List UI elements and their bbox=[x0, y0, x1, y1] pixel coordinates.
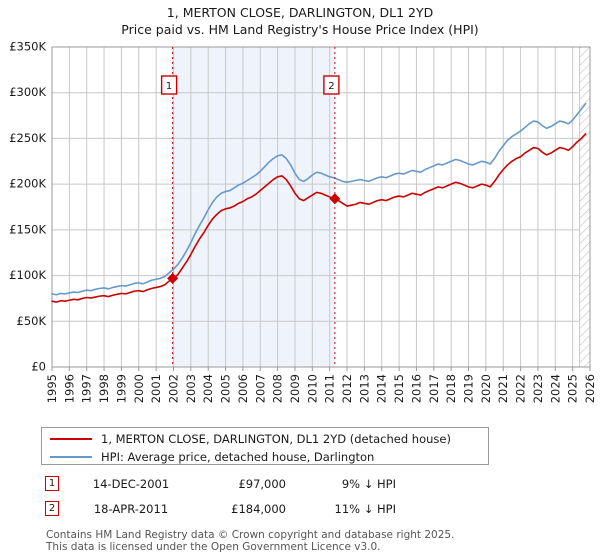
annotation-badge-label: 1 bbox=[166, 81, 172, 92]
txn-badge-2: 2 bbox=[45, 501, 59, 516]
x-axis-tick-label: 2001 bbox=[149, 374, 163, 403]
x-axis-tick-label: 2000 bbox=[132, 374, 146, 403]
annotation-badge-label: 2 bbox=[328, 81, 334, 92]
y-axis-tick-label: £100K bbox=[9, 268, 46, 282]
x-axis-tick-label: 2009 bbox=[288, 374, 302, 403]
x-axis-tick-label: 2003 bbox=[184, 374, 198, 403]
y-axis-tick-label: £0 bbox=[31, 360, 46, 374]
x-axis-tick-label: 2004 bbox=[201, 374, 215, 403]
x-axis-tick-label: 1998 bbox=[97, 374, 111, 403]
page-subtitle: Price paid vs. HM Land Registry's House … bbox=[121, 22, 479, 37]
legend-swatch-price-paid bbox=[50, 438, 92, 440]
page-title: 1, MERTON CLOSE, DARLINGTON, DL1 2YD bbox=[166, 5, 434, 20]
series-line bbox=[51, 133, 587, 303]
x-axis-tick-label: 2021 bbox=[496, 374, 510, 403]
x-axis-tick-label: 2015 bbox=[392, 374, 406, 403]
x-axis-tick-label: 2010 bbox=[305, 374, 319, 403]
legend-label-price-paid: 1, MERTON CLOSE, DARLINGTON, DL1 2YD (de… bbox=[101, 432, 451, 446]
txn-date-1: 14-DEC-2001 bbox=[92, 476, 170, 491]
x-axis-tick-label: 2026 bbox=[583, 374, 597, 403]
x-axis-tick-label: 2008 bbox=[271, 374, 285, 403]
legend-item-hpi: HPI: Average price, detached house, Darl… bbox=[50, 448, 488, 466]
footer-copyright-line: Contains HM Land Registry data © Crown c… bbox=[46, 529, 455, 541]
x-axis-tick-label: 2017 bbox=[427, 374, 441, 403]
sale-point-marker bbox=[329, 193, 341, 205]
x-axis-tick-label: 2022 bbox=[514, 374, 528, 403]
ownership-band bbox=[172, 47, 335, 367]
y-axis-tick-label: £350K bbox=[9, 40, 46, 54]
txn-price-1: £97,000 bbox=[238, 476, 286, 491]
x-axis-tick-label: 2024 bbox=[548, 374, 562, 403]
txn-hpi-delta-2: 11% ↓ HPI bbox=[334, 501, 396, 516]
txn-hpi-delta-1: 9% ↓ HPI bbox=[341, 476, 396, 491]
x-axis-tick-label: 2014 bbox=[375, 374, 389, 403]
y-axis-tick-label: £250K bbox=[9, 131, 46, 145]
x-axis-tick-label: 1996 bbox=[62, 374, 76, 403]
x-axis-tick-label: 2002 bbox=[166, 374, 180, 403]
x-axis-tick-label: 2018 bbox=[444, 374, 458, 403]
chart-legend: 1, MERTON CLOSE, DARLINGTON, DL1 2YD (de… bbox=[41, 427, 489, 465]
x-axis-tick-label: 2011 bbox=[323, 374, 337, 403]
txn-date-2: 18-APR-2011 bbox=[93, 501, 169, 516]
price-chart: £0 £50K £100K £150K £200K £250K £300K £350K 1995… bbox=[9, 40, 597, 404]
table-row[interactable]: 2 18-APR-2011 £184,000 11% ↓ HPI bbox=[41, 496, 501, 521]
x-axis-tick-label: 2005 bbox=[219, 374, 233, 403]
licence-footer: Contains HM Land Registry data © Crown c… bbox=[46, 529, 586, 553]
transactions-table: 1 14-DEC-2001 £97,000 9% ↓ HPI 2 18-APR-… bbox=[41, 471, 501, 521]
x-axis-tick-label: 2012 bbox=[340, 374, 354, 403]
chart-title-block: 1, MERTON CLOSE, DARLINGTON, DL1 2YD Pri… bbox=[0, 4, 600, 38]
x-axis-tick-label: 2013 bbox=[357, 374, 371, 403]
y-axis-tick-label: £50K bbox=[17, 314, 47, 328]
txn-price-2: £184,000 bbox=[231, 501, 286, 516]
legend-label-hpi: HPI: Average price, detached house, Darl… bbox=[101, 450, 375, 464]
x-axis-tick-label: 2025 bbox=[566, 374, 580, 403]
table-row[interactable]: 1 14-DEC-2001 £97,000 9% ↓ HPI bbox=[41, 471, 501, 496]
legend-swatch-hpi bbox=[50, 456, 92, 458]
annotation-badge bbox=[323, 75, 340, 95]
annotation-badge bbox=[160, 75, 178, 95]
x-axis-tick-label: 2020 bbox=[479, 374, 493, 403]
x-axis-tick-label: 2016 bbox=[409, 374, 423, 403]
x-axis-tick-label: 2006 bbox=[236, 374, 250, 403]
y-axis-tick-label: £300K bbox=[9, 85, 46, 99]
y-axis-tick-label: £150K bbox=[9, 222, 46, 236]
legend-item-price-paid: 1, MERTON CLOSE, DARLINGTON, DL1 2YD (de… bbox=[50, 430, 488, 448]
x-axis-tick-label: 2007 bbox=[253, 374, 267, 403]
x-axis-tick-label: 2019 bbox=[462, 374, 476, 403]
x-axis-tick-label: 2023 bbox=[531, 374, 545, 403]
x-axis-tick-label: 1997 bbox=[80, 374, 94, 403]
provisional-data-region bbox=[579, 47, 590, 367]
x-axis-tick-label: 1999 bbox=[114, 374, 128, 403]
x-axis-tick-label: 1995 bbox=[45, 374, 59, 403]
txn-badge-1: 1 bbox=[45, 476, 59, 491]
footer-licence-line: This data is licensed under the Open Gov… bbox=[46, 541, 381, 553]
series-line bbox=[51, 102, 587, 296]
y-axis-tick-label: £200K bbox=[9, 177, 46, 191]
sale-point-marker bbox=[167, 272, 179, 284]
